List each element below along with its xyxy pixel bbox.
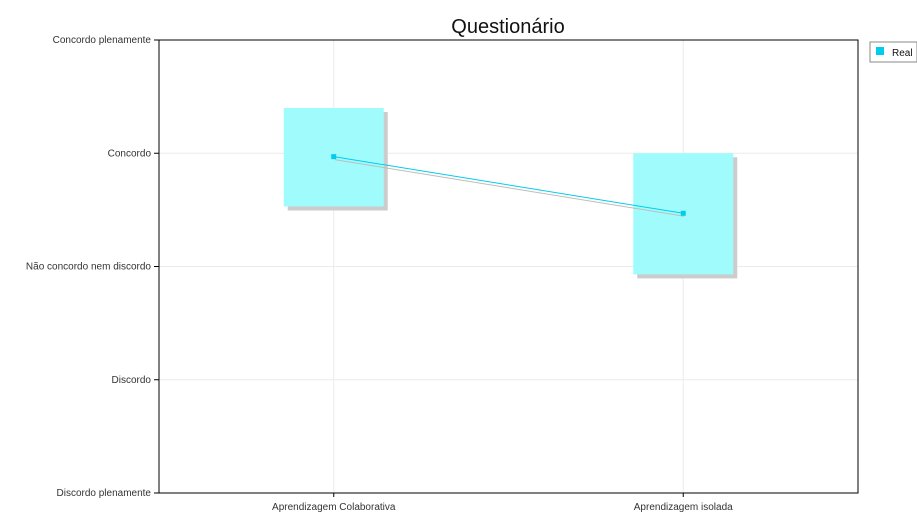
series-line [333,156,684,214]
y-axis-ticks: Discordo plenamente Discordo Não concordo … [26,35,159,499]
legend-label-real: Real [892,48,913,59]
x-axis-ticks: Aprendizagem Colaborativa Aprendizagem is… [272,493,733,512]
x-tick-label: Aprendizagem isolada [634,502,733,512]
y-tick-label: Discordo [112,375,152,386]
legend: Real [869,41,917,63]
y-tick-label: Não concordo nem discordo [26,262,152,273]
y-tick-label: Discordo plenamente [57,488,152,499]
y-tick-label: Concordo [108,148,152,159]
y-tick-label: Concordo plenamente [53,35,152,46]
data-point [331,154,337,160]
grid-lines [159,39,858,494]
series-line-shadow [334,159,685,217]
x-tick-label: Aprendizagem Colaborativa [272,502,396,512]
series-lines [331,154,686,217]
chart-title: Questionário [451,16,564,38]
data-point [680,210,686,216]
legend-swatch-real [876,47,884,55]
range-boxes [283,107,738,279]
